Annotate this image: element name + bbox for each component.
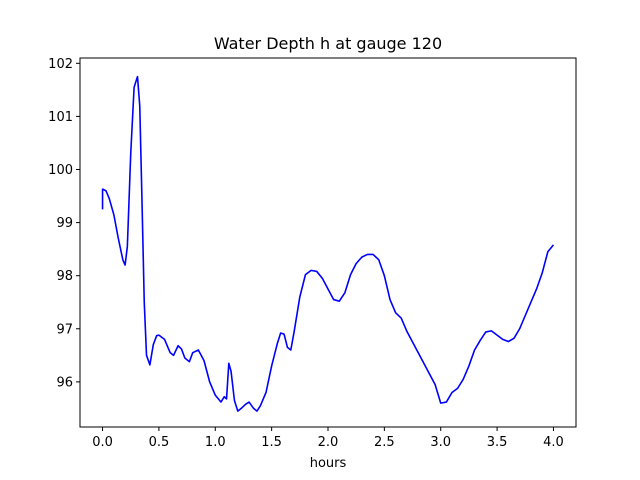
x-tick-label: 2.5 <box>374 435 395 450</box>
x-tick-label: 1.5 <box>261 435 282 450</box>
x-axis: 0.0 0.5 1.0 1.5 2.0 2.5 3.0 3.5 4.0 <box>92 427 564 450</box>
y-tick-label: 99 <box>56 216 73 231</box>
x-tick-label: 4.0 <box>543 435 564 450</box>
y-tick-label: 102 <box>48 57 73 72</box>
chart-title: Water Depth h at gauge 120 <box>214 34 442 53</box>
y-tick-label: 96 <box>56 375 73 390</box>
series-line-water-depth <box>101 75 555 412</box>
axes-frame <box>79 57 577 428</box>
x-tick-label: 3.0 <box>430 435 451 450</box>
y-tick-label: 97 <box>56 322 73 337</box>
x-tick-label: 2.0 <box>318 435 339 450</box>
y-tick-label: 100 <box>48 163 73 178</box>
x-axis-label: hours <box>310 456 347 471</box>
y-tick-label: 98 <box>56 269 73 284</box>
y-axis: 96 97 98 99 100 101 102 <box>48 57 80 390</box>
x-tick-label: 3.5 <box>487 435 508 450</box>
x-tick-label: 0.0 <box>92 435 113 450</box>
x-tick-label: 0.5 <box>149 435 170 450</box>
x-tick-label: 1.0 <box>205 435 226 450</box>
plot-area <box>101 75 555 412</box>
y-tick-label: 101 <box>48 110 73 125</box>
